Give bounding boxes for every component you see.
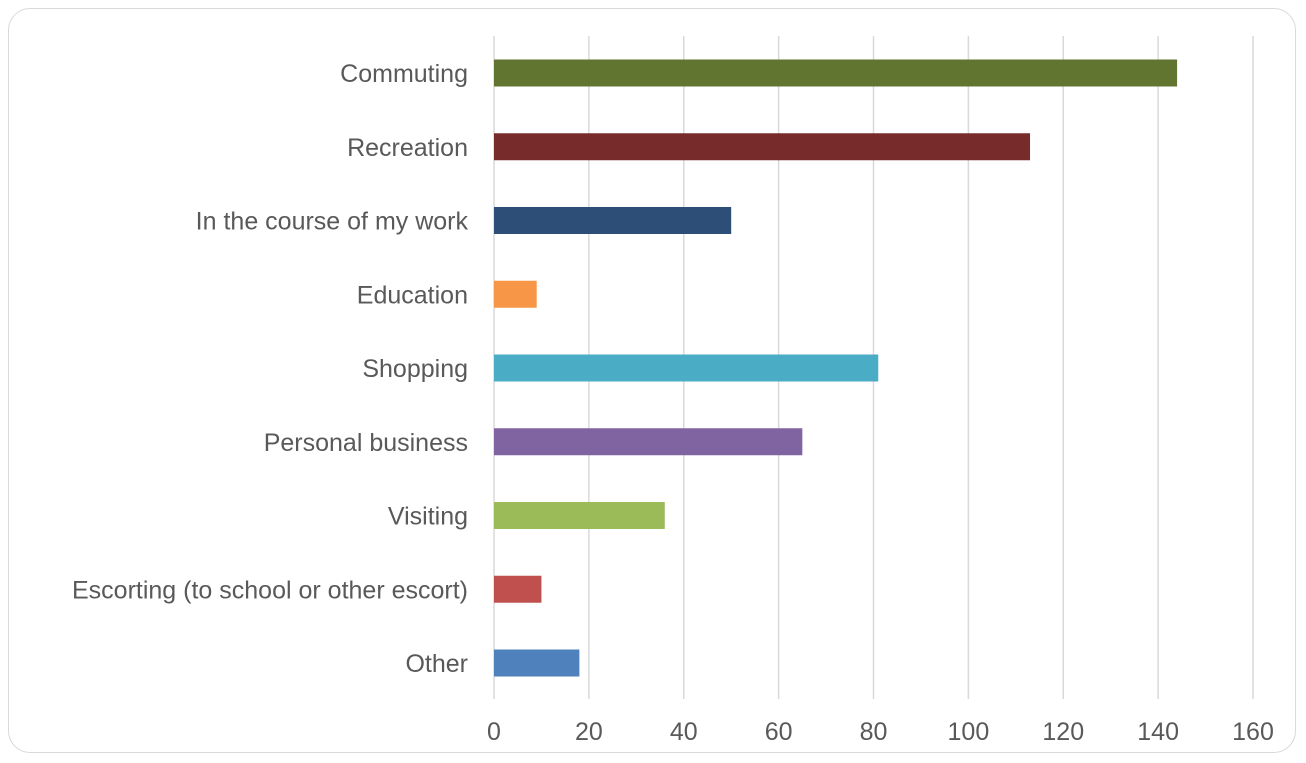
category-label-1: Recreation <box>347 134 468 162</box>
category-label-6: Visiting <box>388 503 468 531</box>
x-tick-label-20: 20 <box>575 718 603 746</box>
category-label-8: Other <box>405 650 468 678</box>
bar-3 <box>494 280 537 308</box>
category-label-4: Shopping <box>362 355 468 383</box>
category-label-7: Escorting (to school or other escort) <box>72 576 468 604</box>
bar-0 <box>494 59 1178 87</box>
bar-6 <box>494 502 665 529</box>
bar-4 <box>494 354 879 382</box>
category-label-2: In the course of my work <box>196 208 469 236</box>
bar-8 <box>494 649 580 677</box>
x-tick-label-80: 80 <box>860 718 888 746</box>
category-labels: Commuting Recreation In the course of my w… <box>72 60 468 678</box>
category-label-3: Education <box>357 281 468 309</box>
x-tick-label-60: 60 <box>765 718 793 746</box>
bar-2 <box>494 207 732 234</box>
bar-7 <box>494 575 542 603</box>
x-tick-label-160: 160 <box>1232 718 1274 746</box>
category-label-0: Commuting <box>340 60 468 88</box>
category-label-5: Personal business <box>264 429 468 457</box>
bars <box>494 59 1178 677</box>
x-tick-label-120: 120 <box>1042 718 1084 746</box>
x-axis-tick-labels: 0 20 40 60 80 100 120 140 160 <box>487 718 1274 746</box>
x-tick-label-40: 40 <box>670 718 698 746</box>
x-tick-label-140: 140 <box>1137 718 1179 746</box>
x-tick-label-0: 0 <box>487 718 501 746</box>
bar-5 <box>494 428 803 456</box>
bar-1 <box>494 133 1031 161</box>
x-tick-label-100: 100 <box>948 718 990 746</box>
